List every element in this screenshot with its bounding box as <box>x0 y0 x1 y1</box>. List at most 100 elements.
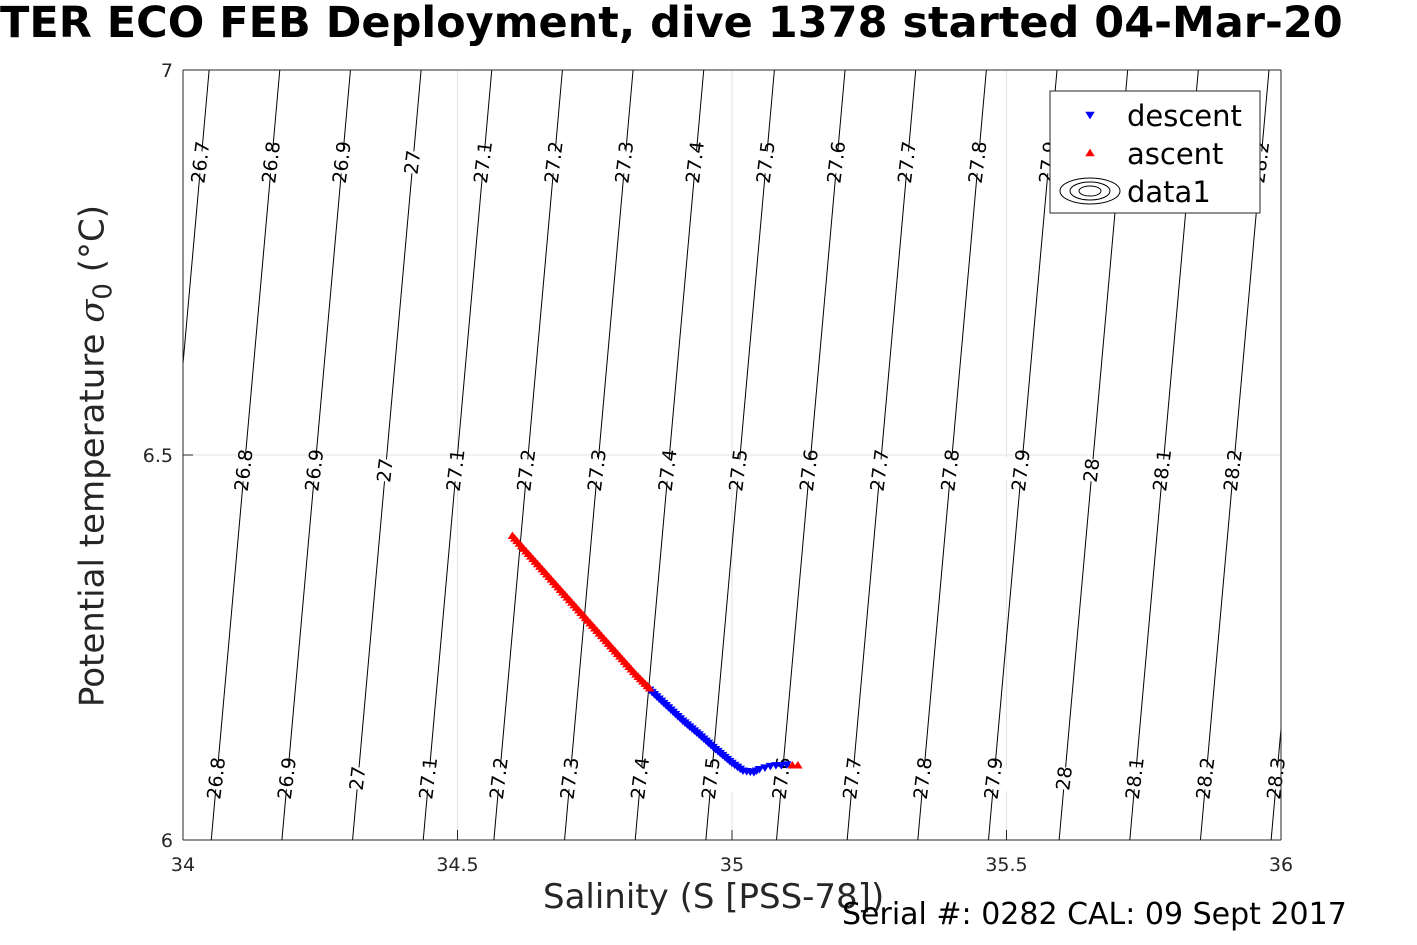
y-tick-label: 7 <box>161 60 173 82</box>
contour-label-bg <box>360 456 411 485</box>
contour-label-bottom: 28 <box>1052 765 1077 792</box>
contour-label-bg <box>996 456 1047 485</box>
contour-label-bottom: 27.2 <box>486 756 513 801</box>
contour-label-bottom: 28.1 <box>1122 756 1149 801</box>
contour-label-top: 27.6 <box>823 140 850 185</box>
contour-label-bg <box>218 456 270 485</box>
contour-label-mid: 28.2 <box>1220 448 1247 493</box>
contour-label-bg <box>713 456 764 485</box>
contour-label-bg <box>599 148 651 177</box>
chart-title: TER ECO FEB Deployment, dive 1378 starte… <box>0 0 1343 48</box>
contour-label-bg <box>1137 456 1188 485</box>
legend-marker-descent <box>1085 111 1095 120</box>
contour-label-mid: 28 <box>1080 457 1105 484</box>
descent-point <box>754 765 765 774</box>
contour-label-bg <box>458 148 509 177</box>
contour-label-bg <box>529 148 580 177</box>
contour-label-bg <box>1066 456 1118 485</box>
data-series <box>507 531 803 777</box>
contour-line <box>846 70 917 840</box>
contour-label-bottom: 27.9 <box>980 756 1007 801</box>
ascent-point <box>787 760 798 769</box>
contour-label-bg <box>854 456 906 485</box>
ascent-point <box>793 760 803 769</box>
contour-label-bg <box>289 456 340 485</box>
contour-label-bottom: 27.3 <box>557 756 584 801</box>
contour-label-mid: 27.4 <box>655 448 682 493</box>
contour-label-mid: 26.8 <box>231 448 258 493</box>
contour-label-top: 27.7 <box>894 140 921 185</box>
series-descent <box>644 686 792 777</box>
contour-label-bg <box>952 148 1004 177</box>
legend-contour-ring <box>1069 181 1111 201</box>
contour-label-top: 26.7 <box>187 140 214 185</box>
legend-label-ascent: ascent <box>1127 137 1223 171</box>
contour-label-bottom: 28.2 <box>1192 756 1219 801</box>
contour-label-bg <box>686 764 737 793</box>
contour-label-top: 27.1 <box>470 140 497 185</box>
legend-marker-contour <box>1059 177 1121 205</box>
contour-line <box>634 70 705 840</box>
axes <box>182 69 1282 841</box>
contour-label-bg <box>544 764 596 793</box>
contour-label-bg <box>898 764 949 793</box>
contour-label-bg <box>615 764 666 793</box>
contour-line <box>183 70 210 370</box>
contour-label-top: 27.5 <box>753 140 780 185</box>
contour-label-mid: 27.9 <box>1008 448 1035 493</box>
contour-label-bottom: 27 <box>346 765 371 792</box>
tick-labels: 34 34.5 35 35.5 36 6 6.5 7 <box>143 60 1293 876</box>
contour-label-bottom: 27.5 <box>698 756 725 801</box>
legend-box <box>1049 90 1261 214</box>
descent-point <box>771 762 781 770</box>
contour-label-bg <box>811 148 862 177</box>
contour-label-bg <box>332 764 384 793</box>
x-tick-label: 34 <box>171 854 195 876</box>
contour-label-mid: 27.5 <box>725 448 752 493</box>
contour-label-mid: 27.7 <box>867 448 894 493</box>
contour-labels: 26.7 26.8 26.9 27 27.1 27.2 27.3 27.4 27.5 27.6 27… <box>175 140 1302 801</box>
contour-label-top: 27.4 <box>682 140 709 185</box>
contour-label-mid: 27.6 <box>796 448 823 493</box>
contour-label-bg <box>262 764 313 793</box>
legend-label-data1: data1 <box>1127 175 1211 209</box>
contour-label-bg <box>572 456 623 485</box>
contour-label-bottom: 26.9 <box>274 756 301 801</box>
descent-point <box>760 764 770 772</box>
contour-label-mid: 27.2 <box>513 448 540 493</box>
contour-label-bg <box>1251 764 1302 793</box>
legend[interactable]: descent ascent data1 <box>1049 90 1261 214</box>
legend-label-descent: descent <box>1127 99 1242 133</box>
serial-calibration-note: Serial #: 0282 CAL: 09 Sept 2017 <box>842 897 1347 932</box>
contour-line <box>210 70 281 840</box>
contour-label-bg <box>474 764 525 793</box>
contour-line <box>281 70 351 840</box>
contour-label-bg <box>882 148 933 177</box>
contour-label-bg <box>1208 456 1259 485</box>
contour-label-mid: 26.9 <box>301 448 328 493</box>
x-tick-label: 34.5 <box>436 854 478 876</box>
y-axis-label: Potential temperature σ0 (°C) <box>72 204 119 708</box>
contour-label-bg <box>670 148 721 177</box>
contour-label-top: 27.3 <box>611 140 638 185</box>
contour-label-bg <box>784 456 835 485</box>
contour-label-top: 27.8 <box>965 140 992 185</box>
contour-line <box>493 70 563 840</box>
descent-point <box>776 762 787 770</box>
contour-label-bg <box>317 148 368 177</box>
contour-label-mid: 27.3 <box>584 448 611 493</box>
contour-label-top: 26.8 <box>258 140 285 185</box>
contour-label-bottom: 27.8 <box>910 756 937 801</box>
descent-point <box>782 761 792 769</box>
contour-label-mid: 27.8 <box>937 448 964 493</box>
legend-marker-ascent <box>1085 148 1095 157</box>
contour-label-top: 26.9 <box>329 140 356 185</box>
x-tick-label: 35.5 <box>985 854 1027 876</box>
contour-label-bottom: 27.4 <box>627 756 654 801</box>
contour-label-bg <box>191 764 242 793</box>
contour-label-bg <box>827 764 878 793</box>
contour-label-bg <box>403 764 454 793</box>
contour-label-bg <box>1110 764 1161 793</box>
contour-label-bg <box>246 148 297 177</box>
